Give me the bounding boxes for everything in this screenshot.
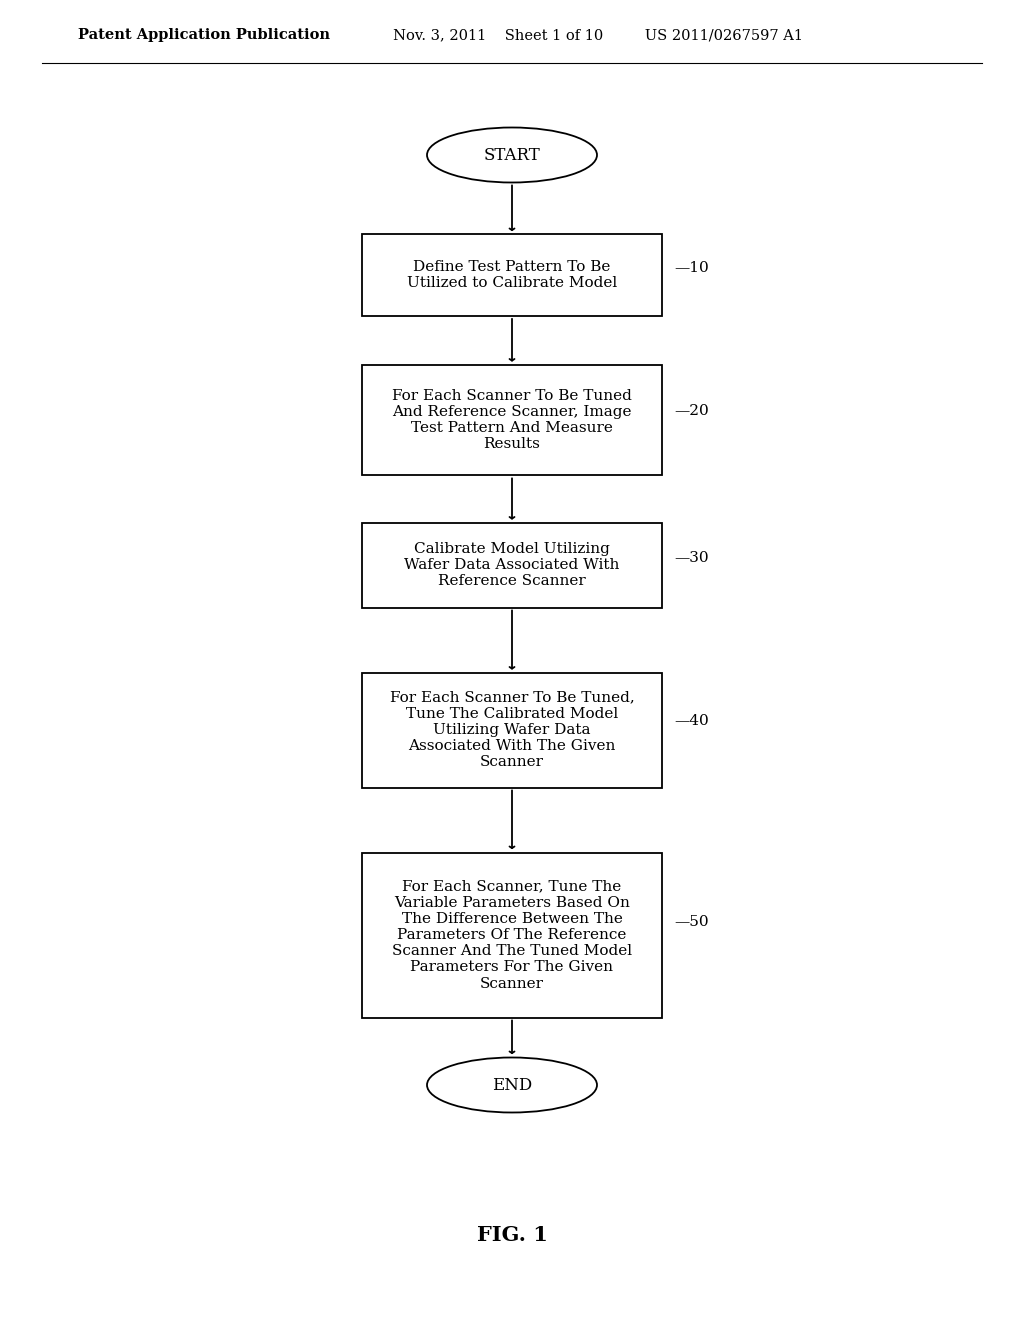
Text: —50: —50 <box>674 915 709 929</box>
Text: For Each Scanner To Be Tuned,
Tune The Calibrated Model
Utilizing Wafer Data
Ass: For Each Scanner To Be Tuned, Tune The C… <box>389 690 635 770</box>
Ellipse shape <box>427 128 597 182</box>
FancyBboxPatch shape <box>362 234 662 315</box>
Text: Patent Application Publication: Patent Application Publication <box>78 28 330 42</box>
Text: For Each Scanner, Tune The
Variable Parameters Based On
The Difference Between T: For Each Scanner, Tune The Variable Para… <box>392 879 632 990</box>
FancyBboxPatch shape <box>362 523 662 607</box>
Text: Calibrate Model Utilizing
Wafer Data Associated With
Reference Scanner: Calibrate Model Utilizing Wafer Data Ass… <box>404 541 620 589</box>
Text: For Each Scanner To Be Tuned
And Reference Scanner, Image
Test Pattern And Measu: For Each Scanner To Be Tuned And Referen… <box>392 388 632 451</box>
Ellipse shape <box>427 1057 597 1113</box>
Text: Nov. 3, 2011    Sheet 1 of 10         US 2011/0267597 A1: Nov. 3, 2011 Sheet 1 of 10 US 2011/02675… <box>370 28 803 42</box>
Text: START: START <box>483 147 541 164</box>
FancyBboxPatch shape <box>362 853 662 1018</box>
FancyBboxPatch shape <box>362 672 662 788</box>
Text: —40: —40 <box>674 714 709 727</box>
Text: —10: —10 <box>674 261 709 276</box>
FancyBboxPatch shape <box>362 366 662 475</box>
Text: —30: —30 <box>674 552 709 565</box>
Text: END: END <box>492 1077 532 1093</box>
Text: FIG. 1: FIG. 1 <box>476 1225 548 1245</box>
Text: —20: —20 <box>674 404 709 418</box>
Text: Define Test Pattern To Be
Utilized to Calibrate Model: Define Test Pattern To Be Utilized to Ca… <box>407 260 617 290</box>
